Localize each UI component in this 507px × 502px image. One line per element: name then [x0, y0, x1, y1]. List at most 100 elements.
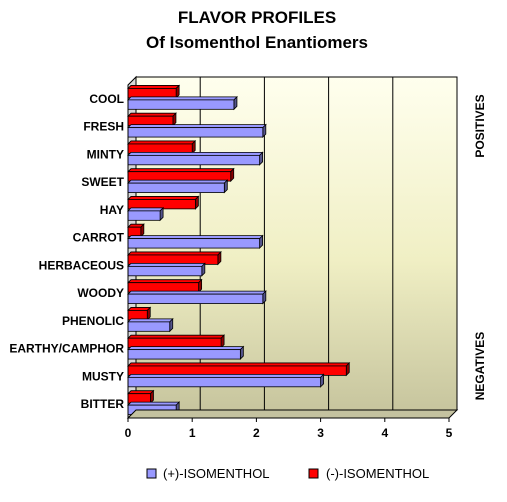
bar-front-face	[127, 393, 151, 404]
x-tick-labels: 0 1 2 3 4 5	[125, 418, 453, 440]
category-label: HAY	[100, 203, 124, 217]
bar-front-face	[127, 171, 232, 182]
bar-top-face	[127, 251, 222, 256]
bar-top-face	[127, 373, 325, 378]
bar-front-face	[127, 99, 235, 110]
side-label-positives: POSITIVES	[473, 94, 487, 157]
bar-front-face	[127, 337, 222, 349]
category-label: WOODY	[77, 286, 124, 300]
bar-plus-musty	[127, 373, 325, 388]
category-label: MUSTY	[82, 369, 124, 383]
axes	[126, 85, 459, 419]
bar-front-face	[127, 293, 264, 304]
bar-front-face	[127, 127, 264, 138]
bar-minus-sweet	[127, 167, 235, 183]
x-tick-label: 1	[189, 426, 196, 440]
chart-subtitle: Of Isomenthol Enantiomers	[146, 33, 368, 52]
bar-front-face	[127, 265, 203, 277]
bar-minus-herbaceous	[127, 250, 222, 266]
bar-plus-herbaceous	[127, 262, 206, 277]
x-tick-label: 4	[381, 426, 388, 440]
bar-plus-phenolic	[127, 317, 174, 333]
bar-minus-bitter	[127, 389, 155, 405]
bar-front-face	[127, 210, 161, 221]
side-label-negatives: NEGATIVES	[473, 332, 487, 400]
bar-top-face	[127, 235, 264, 240]
bar-front-face	[127, 310, 148, 321]
bar-top-face	[127, 168, 235, 173]
category-label: HERBACEOUS	[39, 258, 124, 272]
bar-top-face	[127, 179, 229, 184]
bar-front-face	[127, 376, 322, 388]
bar-plus-woody	[127, 290, 267, 305]
category-label: PHENOLIC	[62, 314, 124, 328]
bar-front-face	[127, 115, 174, 127]
bar-top-face	[127, 140, 197, 145]
bar-plus-hay	[127, 206, 165, 222]
bar-plus-cool	[127, 95, 238, 111]
legend-label-minus: (-)-ISOMENTHOL	[326, 466, 429, 481]
category-label: MINTY	[87, 147, 124, 161]
bar-top-face	[127, 390, 155, 395]
bar-minus-fresh	[127, 112, 177, 127]
bar-front-face	[127, 321, 171, 332]
bar-minus-earthy-camphor	[127, 334, 226, 349]
bar-front-face	[127, 349, 241, 360]
legend-label-plus: (+)-ISOMENTHOL	[163, 466, 270, 481]
bar-front-face	[127, 238, 261, 249]
bar-top-face	[127, 346, 245, 351]
category-labels: COOL FRESH MINTY SWEET HAY CARROT HERBACEOUS WO…	[9, 92, 124, 411]
bar-top-face	[127, 112, 177, 117]
bar-top-face	[127, 262, 206, 267]
bar-minus-hay	[127, 195, 200, 210]
legend: (+)-ISOMENTHOL (-)-ISOMENTHOL	[146, 466, 429, 481]
bar-front-face	[127, 282, 200, 293]
bar-front-face	[127, 254, 219, 265]
bar-top-face	[127, 290, 267, 295]
bar-plus-fresh	[127, 123, 267, 139]
legend-swatch-minus	[308, 468, 319, 479]
bar-top-face	[127, 401, 181, 406]
bar-top-face	[127, 362, 351, 367]
bar-front-face	[127, 182, 225, 193]
bar-minus-carrot	[127, 223, 145, 238]
category-label: SWEET	[81, 175, 124, 189]
bar-top-face	[127, 307, 152, 311]
bar-plus-sweet	[127, 179, 229, 194]
x-tick-label: 3	[317, 426, 324, 440]
bar-minus-phenolic	[127, 306, 152, 321]
bar-front-face	[127, 226, 142, 238]
bar-front-face	[127, 365, 347, 376]
bar-top-face	[127, 151, 264, 156]
bar-top-face	[127, 318, 174, 323]
bar-top-face	[127, 207, 165, 212]
bar-top-face	[127, 279, 203, 284]
legend-swatch-plus	[146, 468, 157, 479]
category-label: FRESH	[83, 120, 124, 134]
x-tick-label: 2	[253, 426, 260, 440]
plot-floor	[126, 409, 459, 419]
bar-top-face	[127, 96, 238, 101]
bar-plus-minty	[127, 151, 264, 166]
category-label: BITTER	[81, 397, 125, 411]
bar-plus-earthy-camphor	[127, 345, 245, 361]
bar-top-face	[127, 124, 267, 129]
chart-title: FLAVOR PROFILES	[178, 8, 336, 27]
category-label: EARTHY/CAMPHOR	[9, 342, 124, 356]
x-tick-label: 5	[446, 426, 453, 440]
bar-minus-woody	[127, 278, 203, 294]
bar-top-face	[127, 334, 226, 339]
category-label: CARROT	[73, 231, 125, 245]
bar-minus-musty	[127, 361, 351, 377]
bar-plus-carrot	[127, 234, 264, 250]
bar-minus-minty	[127, 139, 197, 155]
bar-minus-cool	[127, 84, 181, 99]
bar-front-face	[127, 154, 261, 166]
x-tick-label: 0	[125, 426, 132, 440]
bar-front-face	[127, 199, 196, 210]
bar-top-face	[127, 196, 200, 200]
bar-top-face	[127, 85, 181, 89]
bar-front-face	[127, 88, 177, 99]
